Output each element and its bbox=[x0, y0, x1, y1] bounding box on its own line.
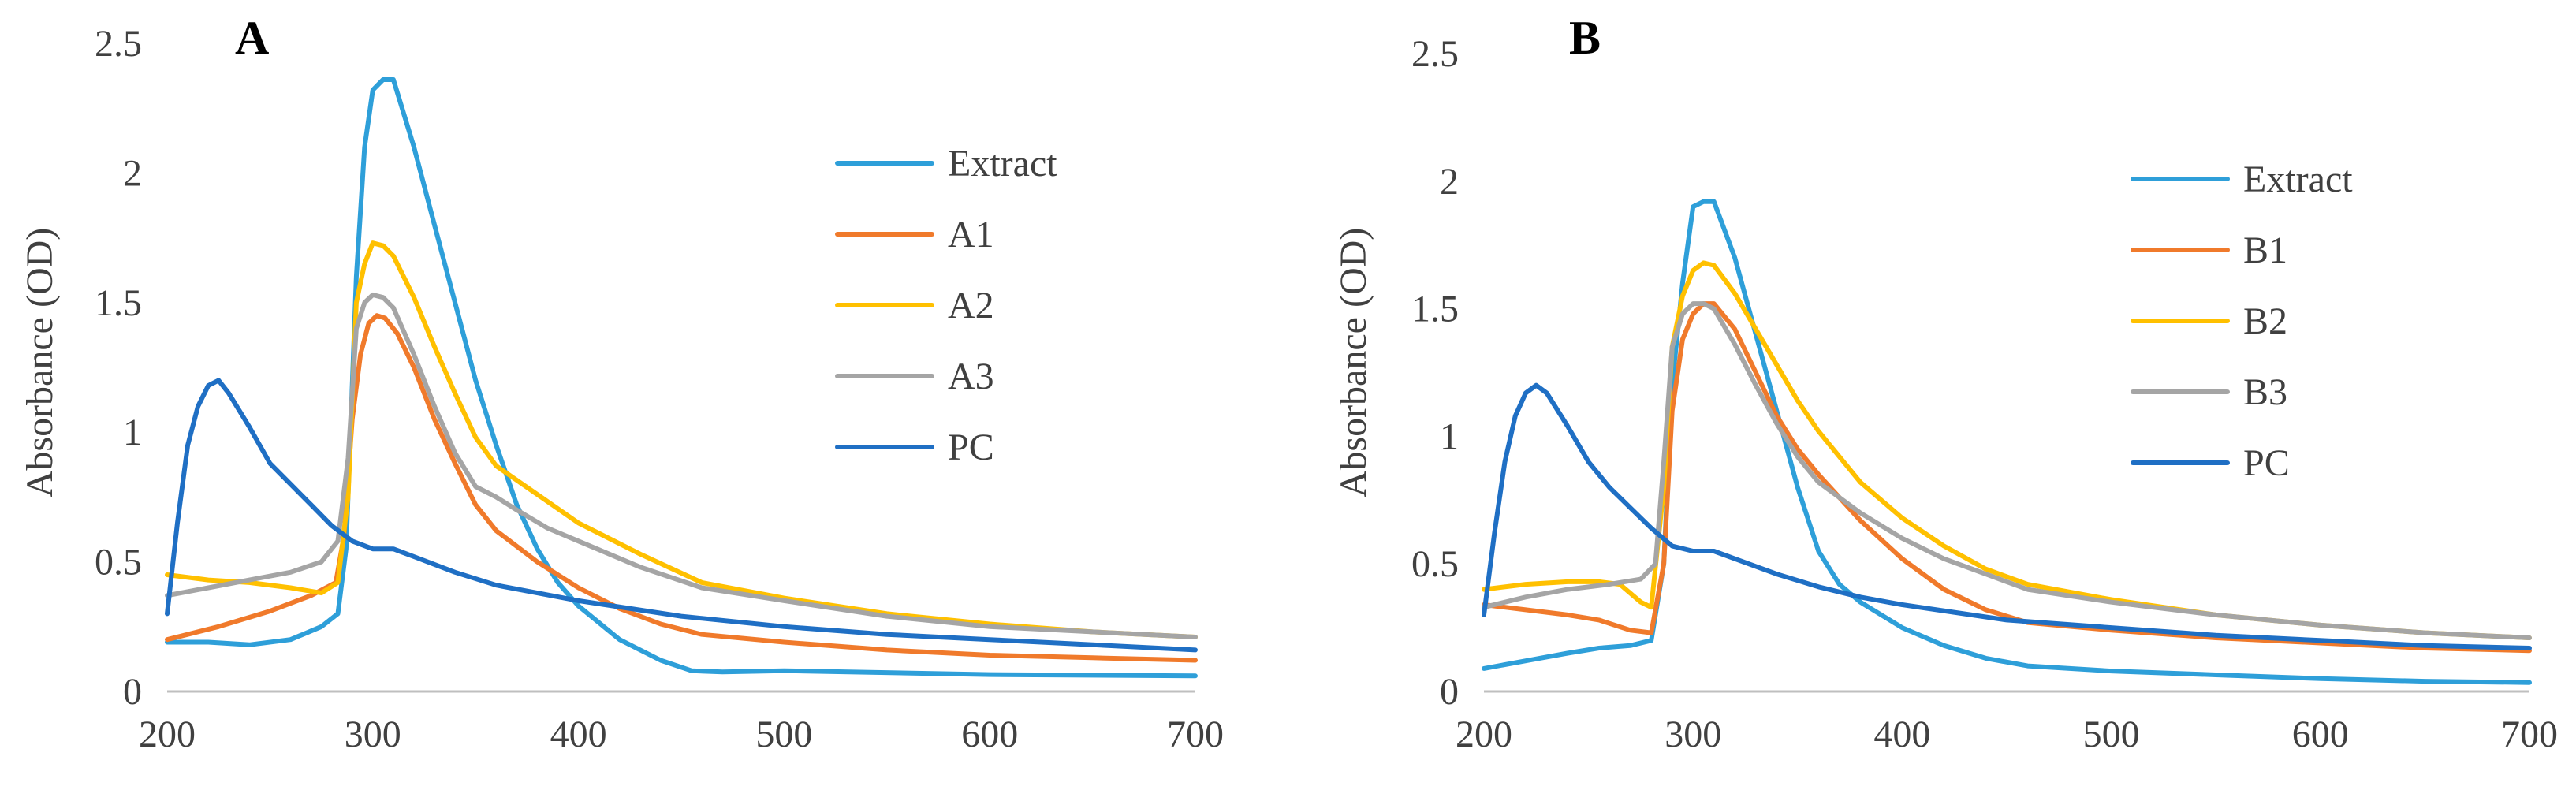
y-tick-label-b: 1.5 bbox=[1411, 289, 1459, 330]
legend-label: A1 bbox=[948, 214, 994, 255]
legend-item-a-extract: Extract bbox=[835, 143, 1057, 184]
y-tick-label-a: 0 bbox=[123, 671, 142, 713]
x-tick-label-b: 700 bbox=[2501, 714, 2558, 755]
legend-label: PC bbox=[948, 427, 994, 468]
series-line-a-a3 bbox=[165, 292, 1198, 639]
legend-label: A3 bbox=[948, 356, 994, 397]
y-tick-label-a: 1.5 bbox=[95, 282, 142, 324]
legend-label: B2 bbox=[2243, 300, 2287, 342]
legend-label: Extract bbox=[948, 143, 1057, 184]
chart-panel-a: A Absorbance (OD) 200 300 400 500 600 700 0 0.… bbox=[19, 12, 1224, 755]
legend-item-b-extract: Extract bbox=[2131, 158, 2353, 200]
series-line-a-a2 bbox=[165, 240, 1198, 639]
legend-item-a-a1: A1 bbox=[835, 214, 994, 255]
legend-item-b-pc: PC bbox=[2131, 442, 2290, 484]
legend-item-a-a2: A2 bbox=[835, 285, 994, 326]
series-group-a bbox=[165, 77, 1198, 679]
y-axis-title-b: Absorbance (OD) bbox=[1333, 228, 1374, 498]
x-tick-label-b: 400 bbox=[1873, 714, 1930, 755]
series-line-a-pc bbox=[165, 378, 1198, 653]
x-tick-label-a: 400 bbox=[550, 714, 607, 755]
x-tick-label-b: 600 bbox=[2292, 714, 2349, 755]
legend-item-b-b3: B3 bbox=[2131, 371, 2287, 413]
panel-label-b: B bbox=[1569, 12, 1601, 64]
series-line-b-b2 bbox=[1482, 260, 2532, 640]
series-line-b-b3 bbox=[1482, 301, 2532, 640]
x-tick-label-a: 700 bbox=[1167, 714, 1224, 755]
y-tick-label-a: 0.5 bbox=[95, 542, 142, 583]
y-tick-label-b: 1 bbox=[1440, 415, 1459, 457]
series-line-b-b1 bbox=[1482, 301, 2532, 654]
x-tick-label-b: 500 bbox=[2083, 714, 2140, 755]
y-tick-label-a: 1 bbox=[123, 412, 142, 453]
x-ticks-b: 200 300 400 500 600 700 bbox=[1456, 714, 2558, 755]
x-tick-label-b: 200 bbox=[1456, 714, 1512, 755]
legend-item-b-b2: B2 bbox=[2131, 300, 2287, 342]
series-line-b-pc bbox=[1482, 382, 2532, 650]
panel-label-a: A bbox=[235, 12, 269, 64]
legend-item-a-a3: A3 bbox=[835, 356, 994, 397]
legend-item-a-pc: PC bbox=[835, 427, 994, 468]
x-tick-label-a: 200 bbox=[139, 714, 196, 755]
x-tick-label-a: 300 bbox=[345, 714, 401, 755]
legend-item-b-b1: B1 bbox=[2131, 229, 2287, 271]
legend-a: Extract A1 A2 A3 PC bbox=[835, 143, 1057, 468]
x-tick-label-a: 500 bbox=[755, 714, 812, 755]
legend-label: Extract bbox=[2243, 158, 2353, 200]
y-tick-label-a: 2 bbox=[123, 152, 142, 194]
series-line-a-a1 bbox=[165, 313, 1198, 663]
y-ticks-a: 0 0.5 1 1.5 2 2.5 bbox=[95, 23, 142, 713]
legend-b: Extract B1 B2 B3 PC bbox=[2131, 158, 2353, 484]
x-tick-label-a: 600 bbox=[961, 714, 1018, 755]
legend-label: B1 bbox=[2243, 229, 2287, 271]
series-group-b bbox=[1482, 199, 2532, 685]
x-ticks-a: 200 300 400 500 600 700 bbox=[139, 714, 1224, 755]
series-line-a-extract bbox=[165, 77, 1198, 679]
legend-label: A2 bbox=[948, 285, 994, 326]
y-ticks-b: 0 0.5 1 1.5 2 2.5 bbox=[1411, 33, 1459, 713]
y-axis-title-a: Absorbance (OD) bbox=[19, 228, 61, 498]
y-tick-label-a: 2.5 bbox=[95, 23, 142, 65]
y-tick-label-b: 0.5 bbox=[1411, 543, 1459, 585]
y-tick-label-b: 2.5 bbox=[1411, 33, 1459, 75]
y-tick-label-b: 2 bbox=[1440, 161, 1459, 203]
legend-label: B3 bbox=[2243, 371, 2287, 413]
chart-panel-b: B Absorbance (OD) 200 300 400 500 600 700 0 0.… bbox=[1333, 12, 2558, 755]
y-tick-label-b: 0 bbox=[1440, 671, 1459, 713]
x-tick-label-b: 300 bbox=[1665, 714, 1721, 755]
series-line-b-extract bbox=[1482, 199, 2532, 685]
legend-label: PC bbox=[2243, 442, 2290, 484]
